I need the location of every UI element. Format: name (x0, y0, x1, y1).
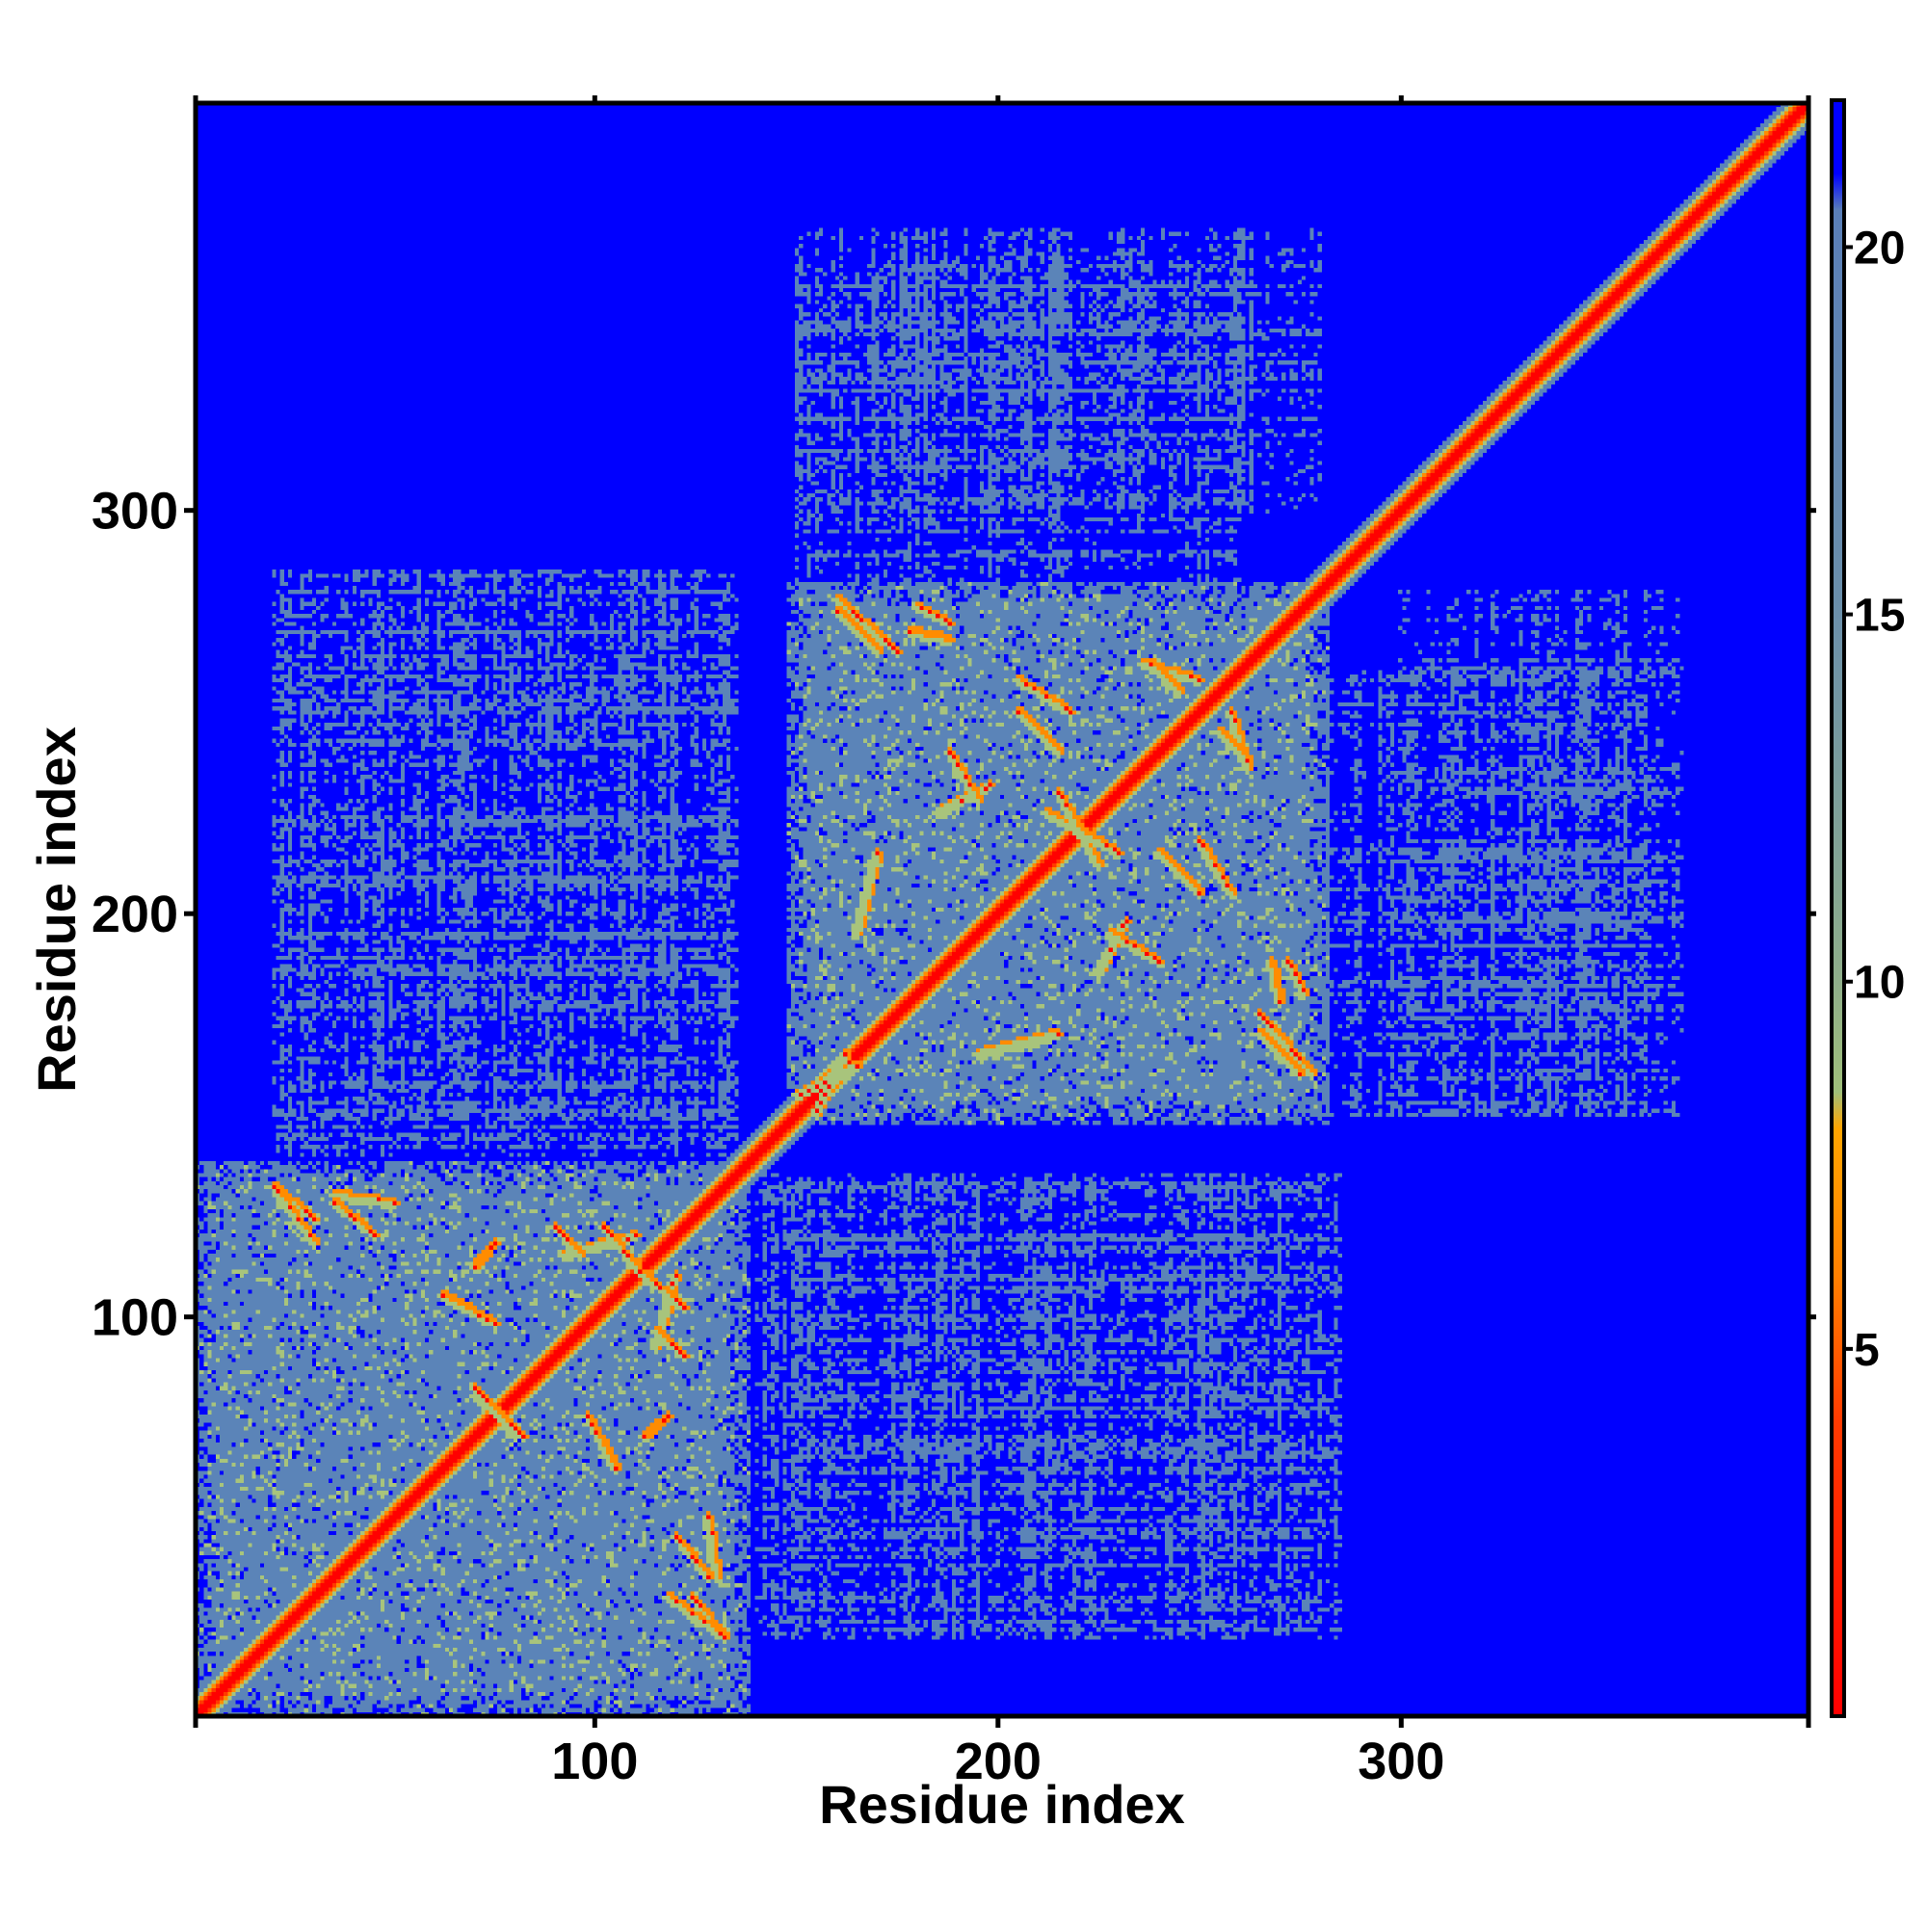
y-tick-label: 200 (92, 886, 178, 943)
y-tick-label: 100 (92, 1289, 178, 1347)
heatmap-image (196, 103, 1808, 1716)
plot-frame (193, 100, 1811, 1719)
x-tick-label: 200 (955, 1733, 1042, 1790)
x-tick-label: 100 (551, 1733, 638, 1790)
y-tick-label: 300 (92, 483, 178, 541)
x-tick-label: 300 (1358, 1733, 1444, 1790)
colorbar: 5 10 15 20 (1830, 98, 1905, 1718)
colorbar-tick-label: 10 (1854, 958, 1905, 1009)
colorbar-tick-label: 15 (1854, 591, 1905, 642)
colorbar-tick-label: 5 (1854, 1325, 1880, 1376)
colorbar-bar (1830, 98, 1846, 1718)
y-axis-label: Residue index (26, 727, 87, 1093)
heatmap-area (196, 103, 1808, 1716)
x-axis-label: Residue index (819, 1774, 1185, 1835)
colorbar-tick-label: 20 (1854, 223, 1905, 274)
axis-ticks: 100 200 300 100 200 300 (92, 95, 1816, 1790)
